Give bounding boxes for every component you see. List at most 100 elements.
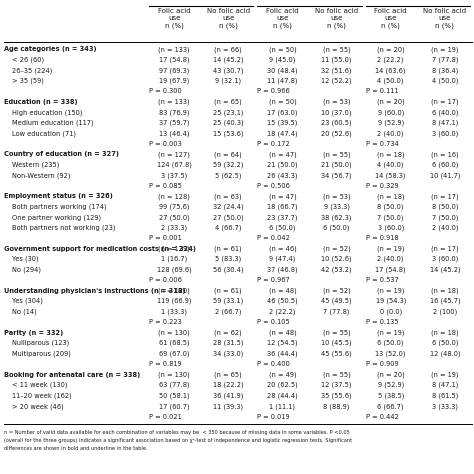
Text: Both partners working (174): Both partners working (174) xyxy=(12,203,107,210)
Text: (n = 55): (n = 55) xyxy=(323,372,350,378)
Text: 12 (48.0): 12 (48.0) xyxy=(429,350,460,357)
Text: 15 (39.5): 15 (39.5) xyxy=(267,119,298,126)
Text: 9 (52.9): 9 (52.9) xyxy=(378,382,404,389)
Text: P = 0.400: P = 0.400 xyxy=(257,361,290,367)
Text: 2 (40.0): 2 (40.0) xyxy=(432,225,458,231)
Text: 6 (50.0): 6 (50.0) xyxy=(377,340,404,346)
Text: P = 0.042: P = 0.042 xyxy=(257,235,290,241)
Text: 25 (23.1): 25 (23.1) xyxy=(213,109,244,116)
Text: 4 (50.0): 4 (50.0) xyxy=(377,78,404,84)
Text: 4 (66.7): 4 (66.7) xyxy=(215,225,241,231)
Text: (n = 20): (n = 20) xyxy=(377,372,405,378)
Text: 26–35 (224): 26–35 (224) xyxy=(12,67,52,73)
Text: 17 (54.8): 17 (54.8) xyxy=(375,266,406,273)
Text: (n = 53): (n = 53) xyxy=(323,193,350,200)
Text: 12 (37.5): 12 (37.5) xyxy=(321,382,352,389)
Text: No (14): No (14) xyxy=(12,309,37,315)
Text: One partner working (129): One partner working (129) xyxy=(12,214,101,220)
Text: 14 (45.2): 14 (45.2) xyxy=(213,56,244,63)
Text: (n = 19): (n = 19) xyxy=(431,372,459,378)
Text: 5 (38.5): 5 (38.5) xyxy=(378,392,404,399)
Text: Medium education (117): Medium education (117) xyxy=(12,119,94,126)
Text: 15 (53.6): 15 (53.6) xyxy=(213,130,244,137)
Text: 30 (48.4): 30 (48.4) xyxy=(267,67,298,73)
Text: 45 (49.5): 45 (49.5) xyxy=(321,298,352,304)
Text: 37 (59.7): 37 (59.7) xyxy=(159,119,189,126)
Text: (n = 48): (n = 48) xyxy=(269,329,296,336)
Text: 9 (45.0): 9 (45.0) xyxy=(269,56,296,63)
Text: 12 (52.2): 12 (52.2) xyxy=(321,78,352,84)
Text: (n = 18): (n = 18) xyxy=(431,329,459,336)
Text: 20 (52.6): 20 (52.6) xyxy=(321,130,352,137)
Text: 8 (47.1): 8 (47.1) xyxy=(432,119,458,126)
Text: 9 (47.4): 9 (47.4) xyxy=(269,256,296,263)
Text: (n = 17): (n = 17) xyxy=(431,246,459,252)
Text: Yes (30): Yes (30) xyxy=(12,256,38,263)
Text: (n = 19): (n = 19) xyxy=(431,46,459,53)
Text: (overall for the three groups) indicates a significant association based on χ²-t: (overall for the three groups) indicates… xyxy=(4,438,352,443)
Text: P = 0.001: P = 0.001 xyxy=(149,235,182,241)
Text: 32 (24.4): 32 (24.4) xyxy=(213,203,244,210)
Text: 2 (40.0): 2 (40.0) xyxy=(377,130,404,137)
Text: (n = 47): (n = 47) xyxy=(269,193,296,200)
Text: 13 (46.4): 13 (46.4) xyxy=(159,130,189,137)
Text: (n = 20): (n = 20) xyxy=(377,46,405,53)
Text: P = 0.223: P = 0.223 xyxy=(149,319,182,325)
Text: 9 (32.1): 9 (32.1) xyxy=(215,78,241,84)
Text: (n = 18): (n = 18) xyxy=(377,193,405,200)
Text: (n = 53): (n = 53) xyxy=(323,99,350,105)
Text: (n = 65): (n = 65) xyxy=(214,372,242,378)
Text: 14 (58.3): 14 (58.3) xyxy=(375,172,406,179)
Text: 2 (66.7): 2 (66.7) xyxy=(215,309,241,315)
Text: P = 0.172: P = 0.172 xyxy=(257,141,290,147)
Text: 12 (54.5): 12 (54.5) xyxy=(267,340,298,346)
Text: Nulliparous (123): Nulliparous (123) xyxy=(12,340,69,346)
Text: (n = 64): (n = 64) xyxy=(214,151,242,157)
Text: 6 (66.7): 6 (66.7) xyxy=(377,403,404,410)
Text: < 26 (60): < 26 (60) xyxy=(12,56,44,63)
Text: P = 0.442: P = 0.442 xyxy=(365,414,399,420)
Text: 18 (66.7): 18 (66.7) xyxy=(267,203,298,210)
Text: 10 (37.0): 10 (37.0) xyxy=(321,109,352,116)
Text: 17 (63.0): 17 (63.0) xyxy=(267,109,298,116)
Text: 119 (66.9): 119 (66.9) xyxy=(157,298,191,304)
Text: (n = 63): (n = 63) xyxy=(214,193,242,200)
Text: 56 (30.4): 56 (30.4) xyxy=(213,266,244,273)
Text: 6 (50.0): 6 (50.0) xyxy=(323,225,350,231)
Text: 59 (32.2): 59 (32.2) xyxy=(213,162,244,168)
Text: P = 0.019: P = 0.019 xyxy=(257,414,290,420)
Text: No folic acid
use
n (%): No folic acid use n (%) xyxy=(423,8,466,28)
Text: (n = 52): (n = 52) xyxy=(323,288,350,294)
Text: 43 (30.7): 43 (30.7) xyxy=(213,67,244,73)
Text: Age categories (n = 343): Age categories (n = 343) xyxy=(4,46,97,52)
Text: 59 (33.1): 59 (33.1) xyxy=(213,298,243,304)
Text: (n = 133): (n = 133) xyxy=(158,46,190,53)
Text: 6 (40.0): 6 (40.0) xyxy=(432,109,458,116)
Text: Parity (n = 332): Parity (n = 332) xyxy=(4,330,63,336)
Text: 18 (47.4): 18 (47.4) xyxy=(267,130,298,137)
Text: 27 (50.0): 27 (50.0) xyxy=(213,214,244,220)
Text: No folic acid
use
n (%): No folic acid use n (%) xyxy=(315,8,358,28)
Text: 37 (46.8): 37 (46.8) xyxy=(267,266,298,273)
Text: 32 (51.6): 32 (51.6) xyxy=(321,67,352,73)
Text: P = 0.085: P = 0.085 xyxy=(149,183,182,189)
Text: (n = 50): (n = 50) xyxy=(269,46,296,53)
Text: 45 (55.6): 45 (55.6) xyxy=(321,350,352,357)
Text: 6 (50.0): 6 (50.0) xyxy=(432,340,458,346)
Text: 0 (0.0): 0 (0.0) xyxy=(380,309,402,315)
Text: 14 (45.2): 14 (45.2) xyxy=(429,266,460,273)
Text: 21 (50.0): 21 (50.0) xyxy=(321,162,352,168)
Text: 26 (43.3): 26 (43.3) xyxy=(267,172,298,179)
Text: 17 (54.8): 17 (54.8) xyxy=(159,56,190,63)
Text: P = 0.506: P = 0.506 xyxy=(257,183,290,189)
Text: 3 (60.0): 3 (60.0) xyxy=(432,256,458,263)
Text: Education (n = 338): Education (n = 338) xyxy=(4,99,78,105)
Text: Country of education (n = 327): Country of education (n = 327) xyxy=(4,151,119,157)
Text: Western (235): Western (235) xyxy=(12,162,59,168)
Text: 8 (88.9): 8 (88.9) xyxy=(323,403,350,410)
Text: Folic acid
use
n (%): Folic acid use n (%) xyxy=(266,8,299,28)
Text: (n = 55): (n = 55) xyxy=(323,329,350,336)
Text: Folic acid
use
n (%): Folic acid use n (%) xyxy=(158,8,191,28)
Text: P = 0.329: P = 0.329 xyxy=(365,183,398,189)
Text: P = 0.021: P = 0.021 xyxy=(149,414,182,420)
